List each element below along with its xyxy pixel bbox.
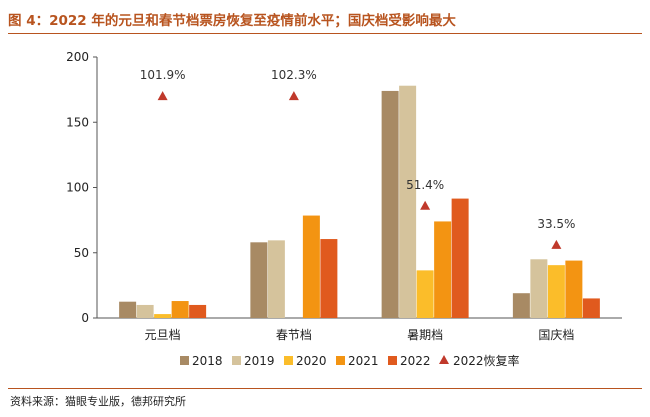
bar-2022: [189, 304, 207, 318]
legend-label: 2022: [400, 354, 431, 368]
legend-label: 2018: [192, 354, 223, 368]
y-tick-label: 150: [66, 115, 89, 129]
recovery-label: 101.9%: [140, 68, 186, 82]
x-tick-label: 元旦档: [145, 328, 181, 342]
figure-title: 图 4：2022 年的元旦和春节档票房恢复至疫情前水平；国庆档受影响最大: [8, 13, 456, 29]
legend-swatch-2020: [284, 356, 293, 365]
bar-2019: [267, 240, 285, 318]
legend-marker-recovery: [439, 355, 449, 364]
bar-2018: [250, 242, 268, 318]
x-tick-label: 春节档: [276, 328, 312, 342]
bar-2019: [530, 259, 548, 318]
legend-swatch-2018: [180, 356, 189, 365]
x-tick-label: 国庆档: [538, 328, 574, 342]
bar-2020: [154, 314, 172, 318]
recovery-marker: [157, 91, 168, 101]
bar-2020: [547, 265, 565, 318]
recovery-marker: [420, 200, 431, 210]
bar-2021: [434, 221, 452, 318]
y-tick-label: 50: [74, 246, 89, 260]
bar-2020: [416, 270, 434, 318]
recovery-marker: [288, 91, 299, 101]
bar-2022: [582, 298, 600, 318]
legend-swatch-2021: [336, 356, 345, 365]
bar-2021: [565, 260, 583, 318]
bar-2018: [381, 90, 399, 319]
y-tick-label: 100: [66, 181, 89, 195]
source-rule: [8, 388, 642, 389]
legend-label: 2021: [348, 354, 379, 368]
legend-label: 2022恢复率: [453, 353, 520, 368]
legend-label: 2019: [244, 354, 275, 368]
bar-2019: [136, 304, 154, 318]
legend-label: 2020: [296, 354, 327, 368]
y-tick-label: 200: [66, 50, 89, 64]
recovery-label: 51.4%: [406, 178, 444, 192]
bar-2022: [451, 198, 469, 318]
bar-2019: [399, 85, 417, 319]
bar-2022: [320, 239, 338, 318]
x-tick-label: 暑期档: [407, 328, 443, 342]
bar-2021: [302, 215, 320, 318]
recovery-label: 33.5%: [537, 217, 575, 231]
title-rule: [8, 33, 642, 34]
y-tick-label: 0: [81, 311, 89, 325]
bar-2018: [119, 301, 137, 318]
recovery-marker: [551, 239, 562, 249]
legend-swatch-2022: [388, 356, 397, 365]
bar-2021: [171, 301, 189, 318]
recovery-label: 102.3%: [271, 68, 317, 82]
legend-swatch-2019: [232, 356, 241, 365]
source-note: 资料来源：猫眼专业版，德邦研究所: [10, 395, 186, 408]
bar-2018: [512, 293, 530, 318]
